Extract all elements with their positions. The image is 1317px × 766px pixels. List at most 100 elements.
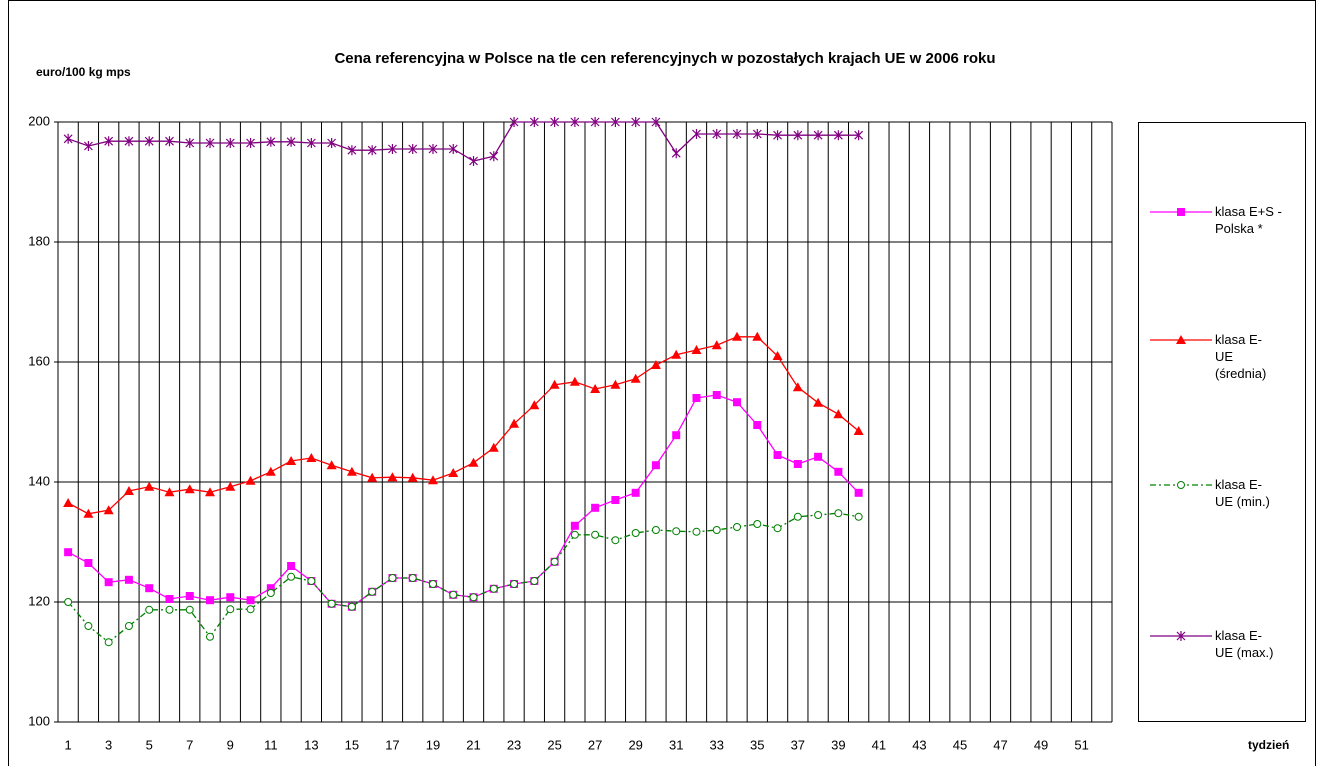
marker (814, 452, 823, 461)
legend-label: klasa E- UE (max.) (1215, 628, 1274, 660)
marker (327, 138, 337, 148)
marker (468, 457, 479, 467)
x-tick-label: 37 (791, 737, 805, 752)
marker (184, 484, 195, 494)
marker (854, 488, 863, 497)
legend-label: klasa E+S - Polska * (1215, 204, 1282, 236)
marker (407, 472, 418, 482)
marker (123, 486, 134, 495)
marker (489, 584, 498, 593)
x-tick-label: 19 (426, 737, 440, 752)
marker (651, 526, 660, 534)
marker (63, 498, 74, 507)
x-tick-label: 3 (105, 737, 112, 752)
marker (570, 117, 580, 127)
marker (206, 596, 215, 605)
marker (753, 421, 762, 429)
chart-title: Cena referencyjna w Polsce na tle cen re… (334, 50, 995, 67)
marker (327, 599, 336, 608)
marker (752, 129, 762, 139)
marker (610, 117, 620, 127)
marker (712, 526, 721, 534)
y-tick-label: 140 (28, 473, 50, 488)
marker (83, 141, 93, 151)
marker (225, 481, 236, 491)
y-tick-label: 120 (28, 593, 50, 608)
marker (428, 144, 438, 154)
marker (651, 461, 660, 470)
marker (853, 426, 864, 435)
marker (529, 400, 540, 410)
x-tick-label: 51 (1074, 737, 1088, 752)
marker (388, 144, 397, 154)
marker (448, 468, 459, 477)
marker (692, 129, 701, 139)
y-tick-label: 200 (28, 113, 50, 128)
marker (591, 530, 600, 539)
marker (509, 418, 520, 428)
marker (144, 136, 154, 147)
x-tick-label: 33 (710, 737, 724, 752)
x-tick-label: 17 (385, 737, 399, 752)
marker (469, 156, 478, 166)
marker (205, 138, 215, 148)
x-tick-label: 5 (146, 737, 153, 752)
marker (408, 574, 417, 582)
marker (387, 472, 398, 482)
marker (671, 148, 681, 159)
marker (206, 632, 215, 641)
marker (631, 529, 640, 537)
marker (692, 527, 701, 536)
marker (347, 145, 357, 156)
marker (185, 605, 194, 614)
marker (265, 466, 276, 476)
marker (287, 572, 296, 581)
marker (104, 578, 113, 587)
x-tick-label: 27 (588, 737, 602, 752)
marker (509, 117, 519, 127)
y-tick-label: 180 (28, 233, 50, 248)
marker (145, 584, 154, 593)
marker (793, 130, 803, 141)
marker (346, 466, 357, 476)
marker (854, 130, 864, 141)
marker (1176, 335, 1186, 344)
marker (408, 144, 418, 154)
marker (84, 559, 93, 567)
marker (165, 595, 174, 603)
y-tick-label: 160 (28, 353, 50, 368)
marker (246, 596, 255, 605)
marker (226, 605, 235, 614)
x-tick-label: 15 (345, 737, 359, 752)
marker (529, 117, 539, 127)
marker (630, 373, 641, 383)
x-tick-label: 25 (547, 737, 561, 752)
x-tick-label: 7 (186, 737, 193, 752)
marker (83, 508, 94, 518)
marker (287, 562, 296, 570)
marker (793, 512, 802, 521)
marker (266, 589, 275, 597)
marker (813, 130, 823, 141)
y-tick-label: 100 (28, 713, 50, 728)
marker (368, 587, 377, 596)
series-line (67, 121, 859, 162)
marker (530, 577, 539, 585)
marker (570, 530, 579, 539)
marker (814, 511, 823, 519)
marker (834, 467, 843, 476)
x-tick-label: 1 (65, 737, 72, 752)
marker (64, 598, 73, 606)
marker (1177, 208, 1185, 216)
marker (489, 151, 499, 162)
legend-label: klasa E- UE (średnia) (1215, 332, 1267, 381)
x-axis-label: tydzień (1248, 738, 1289, 752)
marker (672, 527, 681, 536)
marker (307, 577, 316, 585)
marker (164, 487, 175, 497)
marker (610, 379, 621, 389)
marker (772, 351, 783, 360)
marker (733, 398, 742, 407)
